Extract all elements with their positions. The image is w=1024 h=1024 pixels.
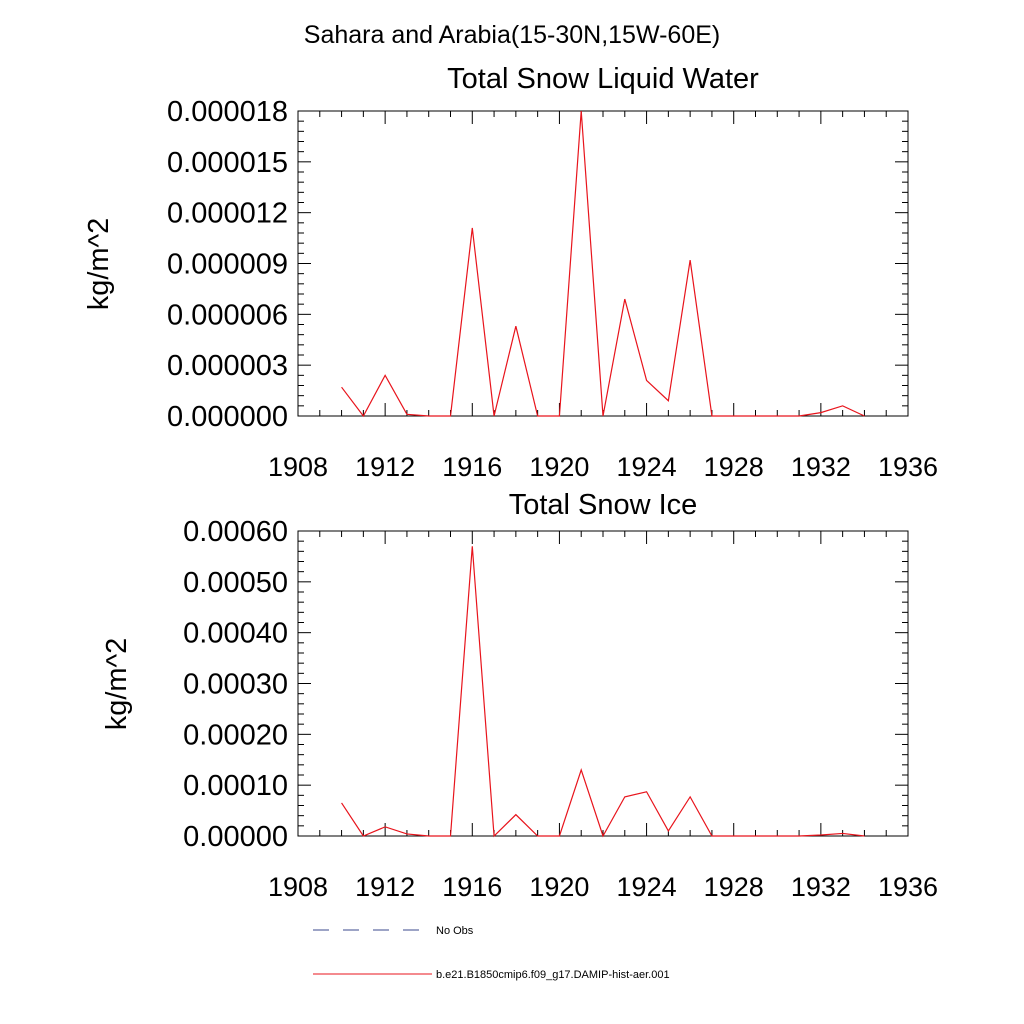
y-tick-label: 0.00010: [183, 770, 288, 802]
legend: No Obs b.e21.B1850cmip6.f09_g17.DAMIP-hi…: [313, 925, 670, 981]
x-tick-label: 1920: [529, 872, 589, 902]
y-tick-label: 0.00030: [183, 669, 288, 701]
legend-label-model-run: b.e21.B1850cmip6.f09_g17.DAMIP-hist-aer.…: [436, 969, 670, 981]
x-tick-label: 1936: [878, 452, 938, 482]
x-tick-label: 1924: [617, 872, 677, 902]
legend-item-model-run: b.e21.B1850cmip6.f09_g17.DAMIP-hist-aer.…: [313, 969, 670, 981]
legend-item-no-obs: No Obs: [313, 925, 474, 937]
y-tick-label: 0.000000: [167, 401, 288, 433]
chart-title: Total Snow Ice: [509, 489, 698, 521]
y-tick-label: 0.000012: [167, 198, 288, 230]
x-tick-label: 1908: [268, 872, 328, 902]
series-line: [341, 110, 865, 418]
x-tick-label: 1928: [704, 872, 764, 902]
chart-title: Total Snow Liquid Water: [447, 63, 759, 95]
x-tick-label: 1932: [791, 452, 851, 482]
y-tick-label: 0.000018: [167, 96, 288, 128]
figure-title: Sahara and Arabia(15-30N,15W-60E): [304, 21, 720, 49]
legend-label-no-obs: No Obs: [436, 925, 474, 937]
panel-total-snow-ice: Total Snow Ice kg/m^2 1908 1912 1916 1920 1924…: [101, 489, 938, 902]
y-axis-label: kg/m^2: [83, 218, 115, 311]
x-tick-label: 1928: [704, 452, 764, 482]
x-tick-label: 1920: [529, 452, 589, 482]
x-tick-label: 1916: [442, 452, 502, 482]
x-tick-label: 1916: [442, 872, 502, 902]
y-tick-label: 0.00040: [183, 618, 288, 650]
y-tick-label: 0.00050: [183, 567, 288, 599]
y-tick-label: 0.00020: [183, 719, 288, 751]
x-tick-label: 1912: [355, 872, 415, 902]
y-tick-label: 0.000009: [167, 249, 288, 281]
x-tick-label: 1908: [268, 452, 328, 482]
series-line: [341, 546, 865, 838]
y-tick-label: 0.000003: [167, 350, 288, 382]
y-axis-label: kg/m^2: [101, 638, 133, 731]
y-tick-label: 0.000006: [167, 299, 288, 331]
x-tick-label: 1924: [617, 452, 677, 482]
x-tick-label: 1912: [355, 452, 415, 482]
y-tick-label: 0.00000: [183, 821, 288, 853]
panel-total-snow-liquid-water: Total Snow Liquid Water kg/m^2 1908 1912 191…: [83, 63, 938, 482]
x-tick-label: 1936: [878, 872, 938, 902]
plot-frame: [297, 110, 909, 417]
plot-frame: [297, 530, 909, 837]
x-tick-label: 1932: [791, 872, 851, 902]
y-tick-label: 0.000015: [167, 147, 288, 179]
y-tick-label: 0.00060: [183, 516, 288, 548]
